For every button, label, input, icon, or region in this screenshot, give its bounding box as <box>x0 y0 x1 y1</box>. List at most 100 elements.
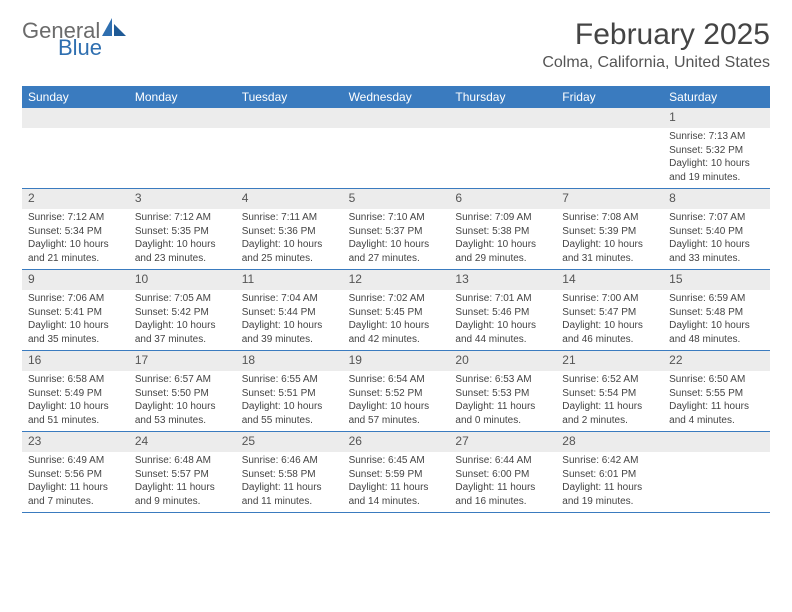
day-number <box>343 108 450 128</box>
day-number: 5 <box>343 189 450 209</box>
daylight-text: Daylight: 11 hours and 11 minutes. <box>242 481 337 508</box>
sunrise-text: Sunrise: 6:46 AM <box>242 454 337 468</box>
sunrise-text: Sunrise: 6:59 AM <box>669 292 764 306</box>
sunrise-text: Sunrise: 6:45 AM <box>349 454 444 468</box>
day-number: 9 <box>22 270 129 290</box>
sunset-text: Sunset: 5:51 PM <box>242 387 337 401</box>
daylight-text: Daylight: 10 hours and 21 minutes. <box>28 238 123 265</box>
sunrise-text: Sunrise: 6:54 AM <box>349 373 444 387</box>
day-number: 3 <box>129 189 236 209</box>
day-cell <box>236 108 343 188</box>
daylight-text: Daylight: 11 hours and 14 minutes. <box>349 481 444 508</box>
daylight-text: Daylight: 10 hours and 23 minutes. <box>135 238 230 265</box>
sunrise-text: Sunrise: 6:53 AM <box>455 373 550 387</box>
sunrise-text: Sunrise: 7:01 AM <box>455 292 550 306</box>
daylight-text: Daylight: 11 hours and 2 minutes. <box>562 400 657 427</box>
daylight-text: Daylight: 10 hours and 42 minutes. <box>349 319 444 346</box>
day-number: 12 <box>343 270 450 290</box>
day-number: 27 <box>449 432 556 452</box>
day-details: Sunrise: 7:06 AMSunset: 5:41 PMDaylight:… <box>22 290 129 350</box>
day-number: 22 <box>663 351 770 371</box>
daylight-text: Daylight: 10 hours and 51 minutes. <box>28 400 123 427</box>
weekday-header: Monday <box>129 86 236 108</box>
header: General Blue February 2025 Colma, Califo… <box>22 18 770 72</box>
sunset-text: Sunset: 5:39 PM <box>562 225 657 239</box>
daylight-text: Daylight: 11 hours and 16 minutes. <box>455 481 550 508</box>
daylight-text: Daylight: 10 hours and 46 minutes. <box>562 319 657 346</box>
daylight-text: Daylight: 10 hours and 37 minutes. <box>135 319 230 346</box>
day-number: 21 <box>556 351 663 371</box>
sunrise-text: Sunrise: 6:58 AM <box>28 373 123 387</box>
day-number: 14 <box>556 270 663 290</box>
daylight-text: Daylight: 11 hours and 0 minutes. <box>455 400 550 427</box>
day-cell: 23Sunrise: 6:49 AMSunset: 5:56 PMDayligh… <box>22 432 129 512</box>
weeks-container: 1Sunrise: 7:13 AMSunset: 5:32 PMDaylight… <box>22 108 770 513</box>
day-cell <box>449 108 556 188</box>
title-block: February 2025 Colma, California, United … <box>542 18 770 72</box>
day-number: 18 <box>236 351 343 371</box>
sunrise-text: Sunrise: 7:08 AM <box>562 211 657 225</box>
weekday-header: Thursday <box>449 86 556 108</box>
logo-sail-icon <box>102 18 128 43</box>
sunset-text: Sunset: 5:54 PM <box>562 387 657 401</box>
sunset-text: Sunset: 5:44 PM <box>242 306 337 320</box>
day-details: Sunrise: 6:49 AMSunset: 5:56 PMDaylight:… <box>22 452 129 512</box>
day-details: Sunrise: 6:48 AMSunset: 5:57 PMDaylight:… <box>129 452 236 512</box>
day-number <box>129 108 236 128</box>
day-cell <box>663 432 770 512</box>
calendar-page: General Blue February 2025 Colma, Califo… <box>0 0 792 523</box>
day-number <box>22 108 129 128</box>
day-number: 19 <box>343 351 450 371</box>
day-details: Sunrise: 7:12 AMSunset: 5:35 PMDaylight:… <box>129 209 236 269</box>
day-details: Sunrise: 6:59 AMSunset: 5:48 PMDaylight:… <box>663 290 770 350</box>
day-number: 8 <box>663 189 770 209</box>
daylight-text: Daylight: 10 hours and 27 minutes. <box>349 238 444 265</box>
day-details: Sunrise: 7:02 AMSunset: 5:45 PMDaylight:… <box>343 290 450 350</box>
sunset-text: Sunset: 5:59 PM <box>349 468 444 482</box>
sunrise-text: Sunrise: 7:02 AM <box>349 292 444 306</box>
day-details: Sunrise: 7:05 AMSunset: 5:42 PMDaylight:… <box>129 290 236 350</box>
day-cell: 10Sunrise: 7:05 AMSunset: 5:42 PMDayligh… <box>129 270 236 350</box>
day-number: 11 <box>236 270 343 290</box>
sunrise-text: Sunrise: 6:48 AM <box>135 454 230 468</box>
day-number <box>556 108 663 128</box>
sunrise-text: Sunrise: 7:12 AM <box>28 211 123 225</box>
day-cell: 13Sunrise: 7:01 AMSunset: 5:46 PMDayligh… <box>449 270 556 350</box>
day-cell: 24Sunrise: 6:48 AMSunset: 5:57 PMDayligh… <box>129 432 236 512</box>
sunrise-text: Sunrise: 7:12 AM <box>135 211 230 225</box>
daylight-text: Daylight: 10 hours and 29 minutes. <box>455 238 550 265</box>
sunrise-text: Sunrise: 7:13 AM <box>669 130 764 144</box>
day-cell: 7Sunrise: 7:08 AMSunset: 5:39 PMDaylight… <box>556 189 663 269</box>
sunset-text: Sunset: 5:58 PM <box>242 468 337 482</box>
day-details: Sunrise: 6:54 AMSunset: 5:52 PMDaylight:… <box>343 371 450 431</box>
day-number: 24 <box>129 432 236 452</box>
day-cell: 21Sunrise: 6:52 AMSunset: 5:54 PMDayligh… <box>556 351 663 431</box>
sunset-text: Sunset: 5:46 PM <box>455 306 550 320</box>
day-details: Sunrise: 6:53 AMSunset: 5:53 PMDaylight:… <box>449 371 556 431</box>
sunrise-text: Sunrise: 7:05 AM <box>135 292 230 306</box>
daylight-text: Daylight: 10 hours and 39 minutes. <box>242 319 337 346</box>
day-number <box>663 432 770 452</box>
daylight-text: Daylight: 11 hours and 7 minutes. <box>28 481 123 508</box>
day-cell: 4Sunrise: 7:11 AMSunset: 5:36 PMDaylight… <box>236 189 343 269</box>
sunset-text: Sunset: 5:41 PM <box>28 306 123 320</box>
day-details: Sunrise: 6:42 AMSunset: 6:01 PMDaylight:… <box>556 452 663 512</box>
day-details: Sunrise: 7:01 AMSunset: 5:46 PMDaylight:… <box>449 290 556 350</box>
logo-block: General Blue <box>22 18 128 59</box>
calendar-grid: Sunday Monday Tuesday Wednesday Thursday… <box>22 86 770 513</box>
day-cell: 5Sunrise: 7:10 AMSunset: 5:37 PMDaylight… <box>343 189 450 269</box>
sunrise-text: Sunrise: 6:55 AM <box>242 373 337 387</box>
day-cell: 16Sunrise: 6:58 AMSunset: 5:49 PMDayligh… <box>22 351 129 431</box>
weekday-header-row: Sunday Monday Tuesday Wednesday Thursday… <box>22 86 770 108</box>
sunrise-text: Sunrise: 7:04 AM <box>242 292 337 306</box>
daylight-text: Daylight: 10 hours and 25 minutes. <box>242 238 337 265</box>
sunset-text: Sunset: 5:42 PM <box>135 306 230 320</box>
sunset-text: Sunset: 6:01 PM <box>562 468 657 482</box>
sunset-text: Sunset: 5:36 PM <box>242 225 337 239</box>
day-cell <box>343 108 450 188</box>
day-cell: 1Sunrise: 7:13 AMSunset: 5:32 PMDaylight… <box>663 108 770 188</box>
sunrise-text: Sunrise: 6:42 AM <box>562 454 657 468</box>
sunset-text: Sunset: 5:45 PM <box>349 306 444 320</box>
day-cell: 12Sunrise: 7:02 AMSunset: 5:45 PMDayligh… <box>343 270 450 350</box>
sunrise-text: Sunrise: 6:50 AM <box>669 373 764 387</box>
